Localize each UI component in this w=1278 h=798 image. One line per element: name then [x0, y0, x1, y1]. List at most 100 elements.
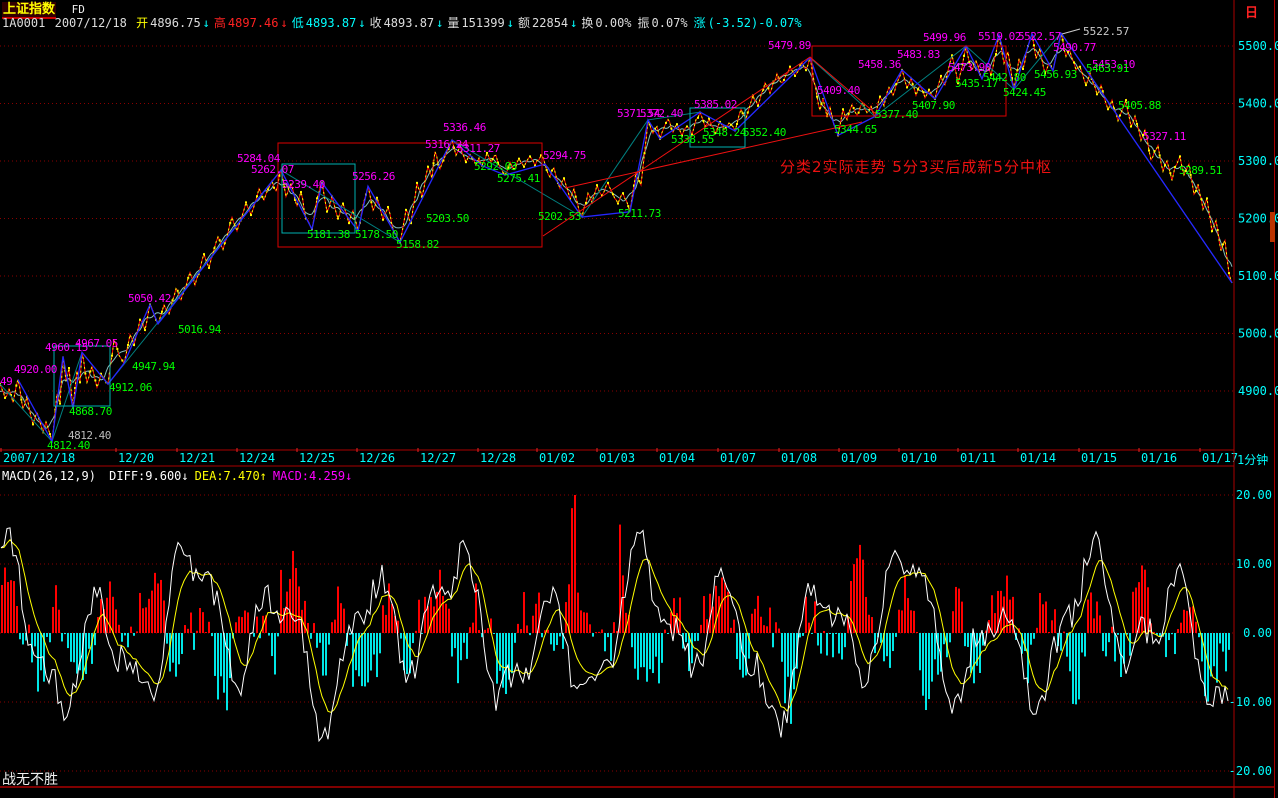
- ma-line: [0, 47, 1233, 429]
- trough-label: 5442.80: [983, 71, 1026, 84]
- quote-field: 振 0.07%: [637, 16, 688, 30]
- date-label: 01/11: [960, 451, 996, 465]
- annotation-shapes: [53, 28, 1081, 407]
- y-axis-label: 5000.0: [1238, 327, 1278, 341]
- date-label: 12/27: [420, 451, 456, 465]
- peak-label: 5499.96: [923, 31, 966, 44]
- scroll-indicator[interactable]: [1270, 212, 1275, 242]
- macd-title: MACD(26,12,9): [2, 469, 96, 483]
- macd-histogram: [1, 495, 1230, 724]
- peak-label: 5522.57: [1018, 30, 1061, 43]
- trough-label: 5456.93: [1034, 68, 1077, 81]
- quote-field: 收 4893.87 ↓: [369, 16, 444, 30]
- date-label: 01/08: [781, 451, 817, 465]
- trough-label: 5292.03: [474, 160, 517, 173]
- trend-line: [542, 56, 811, 237]
- trough-label: 5348.24: [703, 126, 747, 139]
- date-label: 01/17: [1202, 451, 1238, 465]
- stock-code: 1A0001: [2, 16, 46, 30]
- y-axis-label: 5100.0: [1238, 269, 1278, 283]
- y-axis-label: 5300.0: [1238, 154, 1278, 168]
- period-selector[interactable]: 1分钟: [1237, 453, 1269, 467]
- date-label: 12/20: [118, 451, 154, 465]
- trough-label: 5178.50: [355, 228, 398, 241]
- trough-label: 5424.45: [1003, 86, 1046, 99]
- trough-label: 5352.40: [743, 126, 786, 139]
- macd-y-label: -10.00: [1229, 695, 1272, 709]
- date-label: 12/25: [299, 451, 335, 465]
- date-label: 01/04: [659, 451, 695, 465]
- trough-label: 4912.06: [109, 381, 152, 394]
- peak-label: 5336.46: [443, 121, 486, 134]
- quote-row: 1A0001 2007/12/18 开 4896.75 ↓ 高 4897.46 ↓ 低 489…: [2, 16, 810, 31]
- index-suffix: FD: [71, 3, 85, 16]
- trough-label: 5181.38: [307, 228, 350, 241]
- date-label: 12/26: [359, 451, 395, 465]
- index-title: 上证指数: [2, 2, 57, 19]
- peak-label: 5483.83: [897, 48, 940, 61]
- high-callout-label: 5522.57: [1083, 25, 1129, 38]
- date-label: 01/10: [901, 451, 937, 465]
- macd-y-label: 10.00: [1236, 557, 1272, 571]
- trend-line: [564, 121, 863, 189]
- quote-fields: 开 4896.75 ↓ 高 4897.46 ↓ 低 4893.87 ↓ 收 4893.87 ↓ 量 151…: [136, 16, 808, 30]
- pivot-zone-box-cyan: [689, 107, 746, 148]
- quote-field: 开 4896.75 ↓: [136, 16, 210, 30]
- chan-lines: [0, 32, 1233, 444]
- date-axis: 2007/12/18 12/20 12/21 12/24 12/25 12/26 12/27…: [0, 448, 1238, 467]
- peak-label: 5262.07: [251, 163, 294, 176]
- period-day-button[interactable]: 日: [1245, 6, 1259, 21]
- trough-label: 5463.91: [1086, 62, 1129, 75]
- chan-annotation-text: 分类2实际走势 5分3买后成新5分中枢: [780, 158, 1052, 176]
- trend-line: [809, 56, 877, 115]
- date-label: 01/16: [1141, 451, 1177, 465]
- date-label: 01/03: [599, 451, 635, 465]
- peak-label: 5490.77: [1053, 41, 1096, 54]
- date-label: 01/15: [1081, 451, 1117, 465]
- quote-field: 低 4893.87 ↓: [291, 16, 366, 30]
- trough-label: 5338.55: [671, 133, 714, 146]
- peak-label: 5409.40: [817, 84, 860, 97]
- peak-label: 4960.15: [45, 341, 88, 354]
- peak-label: 5284.04: [237, 152, 281, 165]
- trough-label: 4812.40: [47, 439, 90, 452]
- peak-label: 5239.40: [282, 178, 325, 191]
- trough-label: 5016.94: [178, 323, 222, 336]
- peak-label: 4920.00: [14, 363, 57, 376]
- peak-label: 5473.90: [948, 61, 991, 74]
- pivot-zone-box-red: [277, 142, 543, 248]
- trough-label: 5377.40: [875, 108, 918, 121]
- date-label: 12/24: [239, 451, 275, 465]
- date-label: 01/14: [1020, 451, 1056, 465]
- trough-label: 5158.82: [396, 238, 439, 251]
- title-bar: 上证指数 FD: [2, 0, 85, 19]
- trough-label: 4868.70: [69, 405, 112, 418]
- quote-field: 高 4897.46 ↓: [213, 16, 288, 30]
- peak-label: 5453.10: [1092, 58, 1135, 71]
- peak-label: 5256.26: [352, 170, 395, 183]
- peak-label: 5311.27: [457, 142, 500, 155]
- date-label: 01/07: [720, 451, 756, 465]
- pivot-zone-box-cyan: [53, 345, 111, 407]
- peak-label: 5327.11: [1143, 130, 1186, 143]
- trough-label: 5289.51: [1179, 164, 1222, 177]
- peak-label: 49: [0, 375, 12, 388]
- peak-label: 5050.42: [128, 292, 171, 305]
- y-axis-label: 5500.0: [1238, 39, 1278, 53]
- price-line: [0, 32, 1233, 442]
- peak-label: 5316.24: [425, 138, 469, 151]
- trough-label: 4947.94: [132, 360, 176, 373]
- date-label: 2007/12/18: [3, 451, 75, 465]
- watermark-text: 战无不胜: [2, 772, 58, 788]
- macd-value: DEA:7.470↑: [194, 469, 267, 483]
- quote-date: 2007/12/18: [54, 16, 127, 30]
- frame-lines: [1233, 0, 1275, 798]
- macd-y-label: 0.00: [1243, 626, 1272, 640]
- peak-label: 5479.89: [768, 39, 811, 52]
- macd-header: MACD(26,12,9) DIFF:9.600↓ DEA:7.470↑ MACD:…: [2, 469, 352, 483]
- macd-y-axis: 20.00 10.00 0.00 -10.00 -20.00: [1229, 488, 1272, 778]
- date-label: 12/28: [480, 451, 516, 465]
- dea-line: [0, 539, 1229, 713]
